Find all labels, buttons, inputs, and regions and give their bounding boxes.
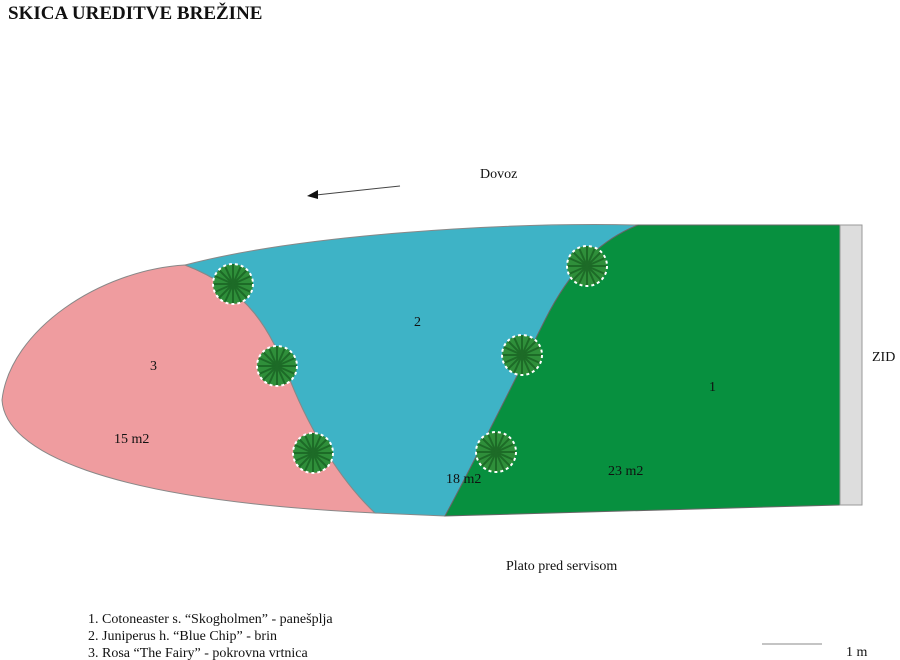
shrub [475,431,517,473]
shrub [566,245,608,287]
access-arrow [315,185,401,196]
zone-number: 1 [709,380,716,395]
title: SKICA UREDITVE BREŽINE [8,2,262,24]
wall-label: ZID [872,350,895,365]
wall [839,224,863,506]
arrow-head [307,190,318,199]
zone-area: 18 m2 [446,472,481,487]
legend-item: 1. Cotoneaster s. “Skogholmen” - panešpl… [88,612,333,627]
zone-number: 2 [414,315,421,330]
shrub [212,263,254,305]
plateau-label: Plato pred servisom [506,559,617,574]
zone-number: 3 [150,359,157,374]
shrub [256,345,298,387]
shrub [501,334,543,376]
access-label: Dovoz [480,167,517,182]
legend-item: 3. Rosa “The Fairy” - pokrovna vrtnica [88,646,308,660]
zone-area: 23 m2 [608,464,643,479]
shrub [292,432,334,474]
legend-item: 2. Juniperus h. “Blue Chip” - brin [88,629,277,644]
zone-area: 15 m2 [114,432,149,447]
scale-label: 1 m [846,645,868,660]
